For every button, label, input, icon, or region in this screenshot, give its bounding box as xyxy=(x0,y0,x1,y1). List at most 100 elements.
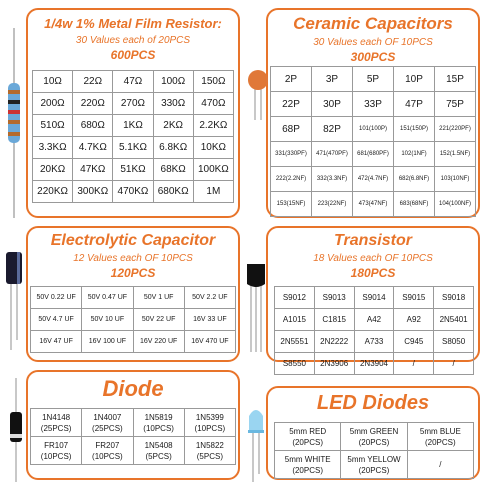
resistor-cell: 510Ω xyxy=(31,114,74,137)
ceramic-row: 222(2.2NF) 332(3.3NF) 472(4.7NF) 682(6.8NF)… xyxy=(270,166,476,192)
electrolytic-cell: 16V 47 UF xyxy=(29,330,83,353)
led-table: 5mm RED (20PCS) 5mm GREEN (20PCS) 5mm BLUE (2… xyxy=(273,422,475,479)
resistor-row: 510Ω 680Ω 1KΩ 2KΩ 2.2KΩ xyxy=(31,114,235,137)
transistor-subtitle: 18 Values each OF 10PCS xyxy=(313,253,433,264)
resistor-icon xyxy=(8,28,20,218)
resistor-cell: 150Ω xyxy=(192,70,235,93)
electrolytic-cell: 50V 10 UF xyxy=(81,308,134,331)
electrolytic-cell: 50V 4.7 UF xyxy=(29,308,83,331)
led-cell-label: 5mm YELLOW xyxy=(347,454,401,464)
resistor-row: 200Ω 220Ω 270Ω 330Ω 470Ω xyxy=(31,92,235,115)
resistor-cell: 1M xyxy=(192,180,235,203)
transistor-cell: / xyxy=(433,352,474,375)
ceramic-cell: 2P xyxy=(270,66,312,92)
led-cell-qty: (20PCS) xyxy=(358,465,390,475)
resistor-row: 20KΩ 47KΩ 51KΩ 68KΩ 100KΩ xyxy=(31,158,235,181)
resistor-cell: 51KΩ xyxy=(112,158,154,181)
resistor-cell: 68KΩ xyxy=(152,158,194,181)
diode-cell-label: 1N5408 xyxy=(144,440,173,450)
resistor-cell: 10KΩ xyxy=(192,136,235,159)
ceramic-capacitor-icon xyxy=(248,70,268,120)
ceramic-cell: 471(470PF) xyxy=(311,141,353,167)
resistor-subtitle: 30 Values each of 20PCS xyxy=(75,35,191,46)
electrolytic-panel: Electrolytic Capacitor 12 Values each OF… xyxy=(26,226,240,362)
resistor-row: 10Ω 22Ω 47Ω 100Ω 150Ω xyxy=(31,70,235,93)
ceramic-row: 2P 3P 5P 10P 15P xyxy=(270,66,476,92)
electrolytic-cell: 50V 22 UF xyxy=(132,308,185,331)
led-icon xyxy=(248,410,264,482)
ceramic-cell: 15P xyxy=(434,66,476,92)
resistor-cell: 470KΩ xyxy=(112,180,154,203)
transistor-cell: S9018 xyxy=(433,286,474,309)
diode-cell-qty: (10PCS) xyxy=(40,451,72,461)
ceramic-title: Ceramic Capacitors xyxy=(293,14,453,33)
ceramic-row: 153(15NF) 223(22NF) 473(47NF) 683(68NF) 104(… xyxy=(270,191,476,217)
led-cell-qty: (20PCS) xyxy=(424,437,456,447)
resistor-cell: 1KΩ xyxy=(112,114,154,137)
transistor-cell: A1015 xyxy=(274,308,315,331)
resistor-cell: 680KΩ xyxy=(152,180,194,203)
diode-table: 1N4148 (25PCS) 1N4007 (25PCS) 1N5819 (10PCS) 1… xyxy=(29,408,237,465)
electrolytic-cell: 50V 1 UF xyxy=(132,286,185,309)
resistor-cell: 470Ω xyxy=(192,92,235,115)
led-cell-label: 5mm RED xyxy=(289,426,327,436)
electrolytic-cell: 16V 100 UF xyxy=(81,330,134,353)
electrolytic-cell: 50V 0.47 UF xyxy=(81,286,134,309)
led-cell: 5mm WHITE (20PCS) xyxy=(273,450,342,479)
resistor-cell: 100Ω xyxy=(152,70,194,93)
ceramic-table: 2P 3P 5P 10P 15P 22P 30P 33P 47P 75P 68P 82P 101(100… xyxy=(270,66,476,217)
ceramic-cell: 223(22NF) xyxy=(311,191,353,217)
transistor-cell: A42 xyxy=(353,308,395,331)
led-cell: 5mm BLUE (20PCS) xyxy=(406,422,475,451)
ceramic-cell: 221(220PF) xyxy=(434,116,476,142)
electrolytic-row: 50V 4.7 UF 50V 10 UF 50V 22 UF 16V 33 UF xyxy=(29,308,237,331)
ceramic-cell: 3P xyxy=(311,66,353,92)
ceramic-row: 68P 82P 101(100P) 151(150P) 221(220PF) xyxy=(270,116,476,142)
ceramic-cell: 472(4.7NF) xyxy=(352,166,394,192)
transistor-cell: C945 xyxy=(393,330,435,353)
electrolytic-row: 50V 0.22 UF 50V 0.47 UF 50V 1 UF 50V 2.2 UF xyxy=(29,286,237,309)
resistor-cell: 680Ω xyxy=(72,114,114,137)
transistor-cell: A92 xyxy=(393,308,435,331)
transistor-cell: / xyxy=(393,352,435,375)
resistor-cell: 330Ω xyxy=(152,92,194,115)
diode-cell: 1N5819 (10PCS) xyxy=(132,408,185,437)
transistor-row: A1015 C1815 A42 A92 2N5401 xyxy=(274,308,474,331)
diode-cell: 1N4007 (25PCS) xyxy=(81,408,134,437)
resistor-table: 10Ω 22Ω 47Ω 100Ω 150Ω 200Ω 220Ω 270Ω 330Ω 470Ω 510… xyxy=(31,70,235,203)
diode-cell-qty: (5PCS) xyxy=(196,451,223,461)
transistor-row: S8550 2N3906 2N3904// xyxy=(274,352,474,375)
diode-row: 1N4148 (25PCS) 1N4007 (25PCS) 1N5819 (10PCS) 1… xyxy=(29,408,237,437)
diode-cell-label: 1N4148 xyxy=(42,412,71,422)
diode-icon xyxy=(10,378,22,482)
led-cell-label: / xyxy=(439,460,442,469)
diode-cell-qty: (25PCS) xyxy=(92,423,123,433)
transistor-count: 180PCS xyxy=(350,266,396,280)
resistor-cell: 47KΩ xyxy=(72,158,114,181)
transistor-panel: Transistor 18 Values each OF 10PCS 180PC… xyxy=(266,226,480,375)
resistor-cell: 200Ω xyxy=(31,92,74,115)
transistor-cell: A733 xyxy=(353,330,395,353)
led-cell: 5mm RED (20PCS) xyxy=(273,422,342,451)
ceramic-cell: 5P xyxy=(352,66,394,92)
ceramic-cell: 473(47NF) xyxy=(352,191,394,217)
transistor-cell: 2N3906 xyxy=(313,352,355,375)
transistor-cell: S9012 xyxy=(274,286,315,309)
diode-cell-label: 1N5819 xyxy=(144,412,173,422)
resistor-cell: 10Ω xyxy=(31,70,74,93)
resistor-cell: 220Ω xyxy=(72,92,114,115)
led-cell-qty: (20PCS) xyxy=(292,465,323,475)
led-title: LED Diodes xyxy=(316,392,430,414)
resistor-panel: 1/4w 1% Metal Film Resistor: 30 Values e… xyxy=(26,8,240,218)
ceramic-cell: 10P xyxy=(393,66,435,92)
led-cell-qty: (20PCS) xyxy=(292,437,323,447)
ceramic-cell: 82P xyxy=(311,116,353,142)
transistor-cell: S8050 xyxy=(433,330,474,353)
led-panel: LED Diodes 5mm RED (20PCS) 5mm GREEN (20PCS… xyxy=(266,386,480,480)
led-cell-qty: (20PCS) xyxy=(358,437,390,447)
electrolytic-title: Electrolytic Capacitor xyxy=(50,232,216,249)
resistor-cell: 47Ω xyxy=(112,70,154,93)
electrolytic-count: 120PCS xyxy=(110,266,156,280)
diode-cell: FR107 (10PCS) xyxy=(29,436,83,465)
diode-cell-label: FR107 xyxy=(44,440,69,450)
